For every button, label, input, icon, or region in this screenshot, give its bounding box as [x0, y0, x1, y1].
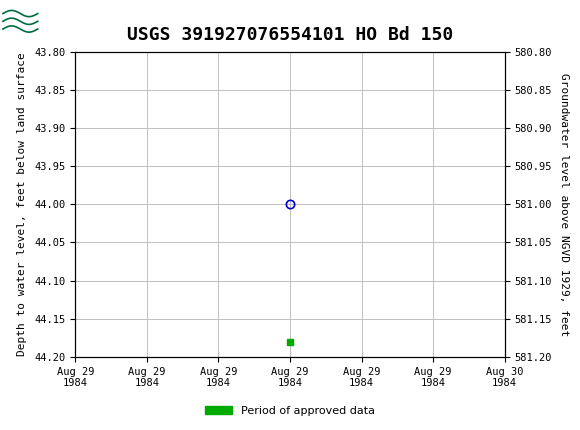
Text: USGS: USGS: [44, 10, 99, 28]
Legend: Period of approved data: Period of approved data: [200, 401, 380, 420]
Title: USGS 391927076554101 HO Bd 150: USGS 391927076554101 HO Bd 150: [127, 27, 453, 44]
Text: ≡USGS: ≡USGS: [3, 10, 79, 29]
Bar: [0, 2, 45, 37]
Y-axis label: Groundwater level above NGVD 1929, feet: Groundwater level above NGVD 1929, feet: [559, 73, 569, 336]
Bar: [0, 0, 49, 39]
Text: USGS: USGS: [1, 10, 56, 28]
Y-axis label: Depth to water level, feet below land surface: Depth to water level, feet below land su…: [17, 52, 27, 356]
